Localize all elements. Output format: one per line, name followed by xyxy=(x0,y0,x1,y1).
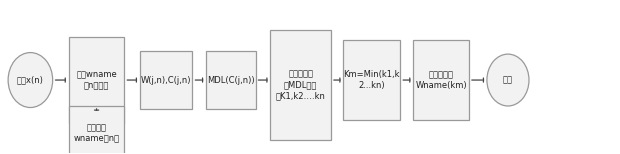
FancyBboxPatch shape xyxy=(343,40,401,120)
FancyBboxPatch shape xyxy=(140,51,192,109)
FancyBboxPatch shape xyxy=(414,40,469,120)
FancyBboxPatch shape xyxy=(270,30,331,140)
FancyBboxPatch shape xyxy=(69,106,125,154)
Text: 低频小波系
数MDL判据
值K1,k2….kn: 低频小波系 数MDL判据 值K1,k2….kn xyxy=(276,69,326,100)
Text: 最优小波基
Wname(km): 最优小波基 Wname(km) xyxy=(415,70,467,90)
FancyBboxPatch shape xyxy=(206,51,255,109)
Text: Km=Min(k1,k
2...kn): Km=Min(k1,k 2...kn) xyxy=(343,70,400,90)
Text: W(j,n),C(j,n): W(j,n),C(j,n) xyxy=(141,76,191,85)
Text: MDL(C(j,n)): MDL(C(j,n)) xyxy=(207,76,255,85)
Text: 输入x(n): 输入x(n) xyxy=(17,76,44,85)
Text: 小波wname
（n）变换: 小波wname （n）变换 xyxy=(76,70,117,90)
Ellipse shape xyxy=(487,54,529,106)
Ellipse shape xyxy=(8,53,53,107)
Text: 结束: 结束 xyxy=(503,76,513,85)
Text: 小波基库
wname（n）: 小波基库 wname（n） xyxy=(74,123,120,144)
FancyBboxPatch shape xyxy=(69,37,125,123)
